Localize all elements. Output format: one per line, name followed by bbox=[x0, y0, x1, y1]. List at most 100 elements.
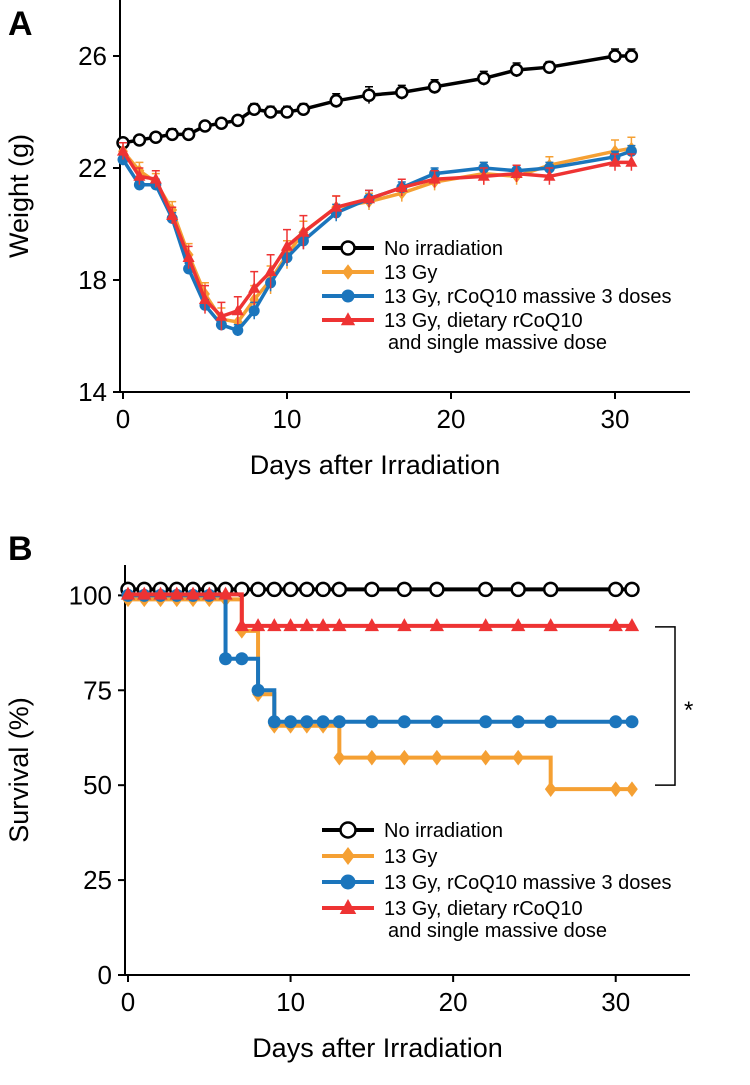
marker bbox=[315, 618, 331, 632]
marker bbox=[182, 251, 195, 262]
marker bbox=[296, 102, 311, 116]
marker bbox=[543, 618, 558, 632]
marker bbox=[166, 209, 179, 220]
y-tick-label: 75 bbox=[83, 675, 112, 705]
legend-label-line: 13 Gy bbox=[384, 262, 437, 284]
legend-label-line: 13 Gy bbox=[384, 846, 437, 868]
x-tick-label: 30 bbox=[601, 987, 630, 1017]
legend-label-line: 13 Gy, rCoQ10 massive 3 doses bbox=[384, 872, 672, 894]
legend-label-line: 13 Gy, dietary rCoQ10 bbox=[384, 898, 583, 920]
legend-label: 13 Gy bbox=[384, 262, 437, 284]
x-tick-label: 10 bbox=[273, 404, 302, 434]
marker bbox=[431, 749, 443, 766]
marker bbox=[396, 581, 413, 598]
legend-marker bbox=[340, 240, 356, 256]
annotation: * bbox=[684, 697, 693, 724]
marker bbox=[267, 618, 282, 632]
marker bbox=[231, 113, 245, 128]
marker bbox=[165, 127, 179, 142]
marker bbox=[510, 581, 526, 598]
legend-marker bbox=[341, 847, 355, 865]
marker bbox=[609, 781, 622, 797]
marker bbox=[215, 309, 228, 321]
y-tick-label: 50 bbox=[83, 770, 112, 800]
y-axis-label: Survival (%) bbox=[4, 697, 34, 843]
marker bbox=[430, 715, 444, 729]
marker bbox=[116, 144, 130, 156]
marker bbox=[395, 85, 409, 100]
y-tick-label: 26 bbox=[78, 41, 107, 71]
x-tick-label: 10 bbox=[276, 987, 305, 1017]
legend-label: 13 Gy, dietary rCoQ10 and single massive … bbox=[384, 310, 607, 354]
marker bbox=[542, 581, 559, 598]
marker bbox=[251, 683, 265, 697]
marker bbox=[607, 581, 624, 598]
legend-marker bbox=[339, 821, 357, 839]
marker bbox=[248, 305, 260, 317]
marker bbox=[478, 618, 493, 632]
marker bbox=[234, 618, 249, 632]
marker bbox=[510, 167, 523, 178]
marker bbox=[365, 715, 379, 729]
y-tick-label: 25 bbox=[83, 865, 112, 895]
marker bbox=[329, 94, 343, 108]
legend-label: 13 Gy, dietary rCoQ10 and single massive … bbox=[384, 898, 607, 942]
marker bbox=[315, 581, 331, 598]
marker bbox=[218, 586, 233, 600]
marker bbox=[624, 618, 640, 632]
marker bbox=[544, 715, 558, 729]
marker bbox=[250, 618, 266, 632]
marker bbox=[267, 715, 281, 729]
x-tick-label: 0 bbox=[121, 987, 135, 1017]
marker bbox=[219, 652, 233, 666]
marker bbox=[247, 102, 261, 116]
marker bbox=[429, 581, 445, 598]
marker bbox=[395, 181, 408, 192]
legend-label: No irradiation bbox=[384, 238, 503, 260]
marker bbox=[185, 586, 201, 600]
marker bbox=[512, 749, 525, 766]
marker bbox=[132, 133, 147, 147]
legend-marker bbox=[342, 264, 354, 280]
marker bbox=[263, 105, 278, 119]
marker bbox=[250, 581, 266, 598]
marker bbox=[625, 715, 639, 729]
marker bbox=[608, 155, 622, 167]
legend-label-line: No irradiation bbox=[384, 820, 503, 842]
marker bbox=[232, 324, 244, 336]
marker bbox=[333, 749, 346, 766]
y-tick-label: 22 bbox=[78, 153, 107, 183]
legend-label: 13 Gy, rCoQ10 massive 3 doses bbox=[384, 872, 672, 894]
marker bbox=[364, 581, 380, 598]
step-line bbox=[128, 593, 632, 724]
marker bbox=[264, 265, 277, 276]
marker bbox=[511, 618, 526, 632]
marker bbox=[397, 715, 411, 729]
x-tick-label: 20 bbox=[437, 404, 466, 434]
marker bbox=[511, 715, 525, 729]
legend-label-line: and single massive dose bbox=[388, 332, 607, 354]
marker bbox=[397, 618, 412, 632]
marker bbox=[181, 127, 196, 142]
marker bbox=[477, 581, 494, 598]
marker bbox=[479, 749, 492, 766]
marker bbox=[366, 749, 378, 766]
marker bbox=[299, 581, 315, 598]
marker bbox=[477, 169, 490, 181]
marker bbox=[297, 225, 310, 237]
panel-label: A bbox=[8, 5, 33, 43]
marker bbox=[362, 192, 376, 204]
marker bbox=[137, 586, 152, 600]
y-tick-label: 0 bbox=[98, 960, 112, 990]
x-tick-label: 0 bbox=[116, 404, 130, 434]
marker bbox=[330, 200, 343, 212]
legend-label: No irradiation bbox=[384, 820, 503, 842]
marker bbox=[427, 80, 442, 94]
marker bbox=[364, 618, 380, 632]
y-axis-label: Weight (g) bbox=[4, 134, 34, 258]
legend-marker bbox=[341, 289, 355, 303]
legend-label-line: and single massive dose bbox=[388, 920, 607, 942]
x-tick-label: 20 bbox=[439, 987, 468, 1017]
marker bbox=[282, 581, 299, 598]
